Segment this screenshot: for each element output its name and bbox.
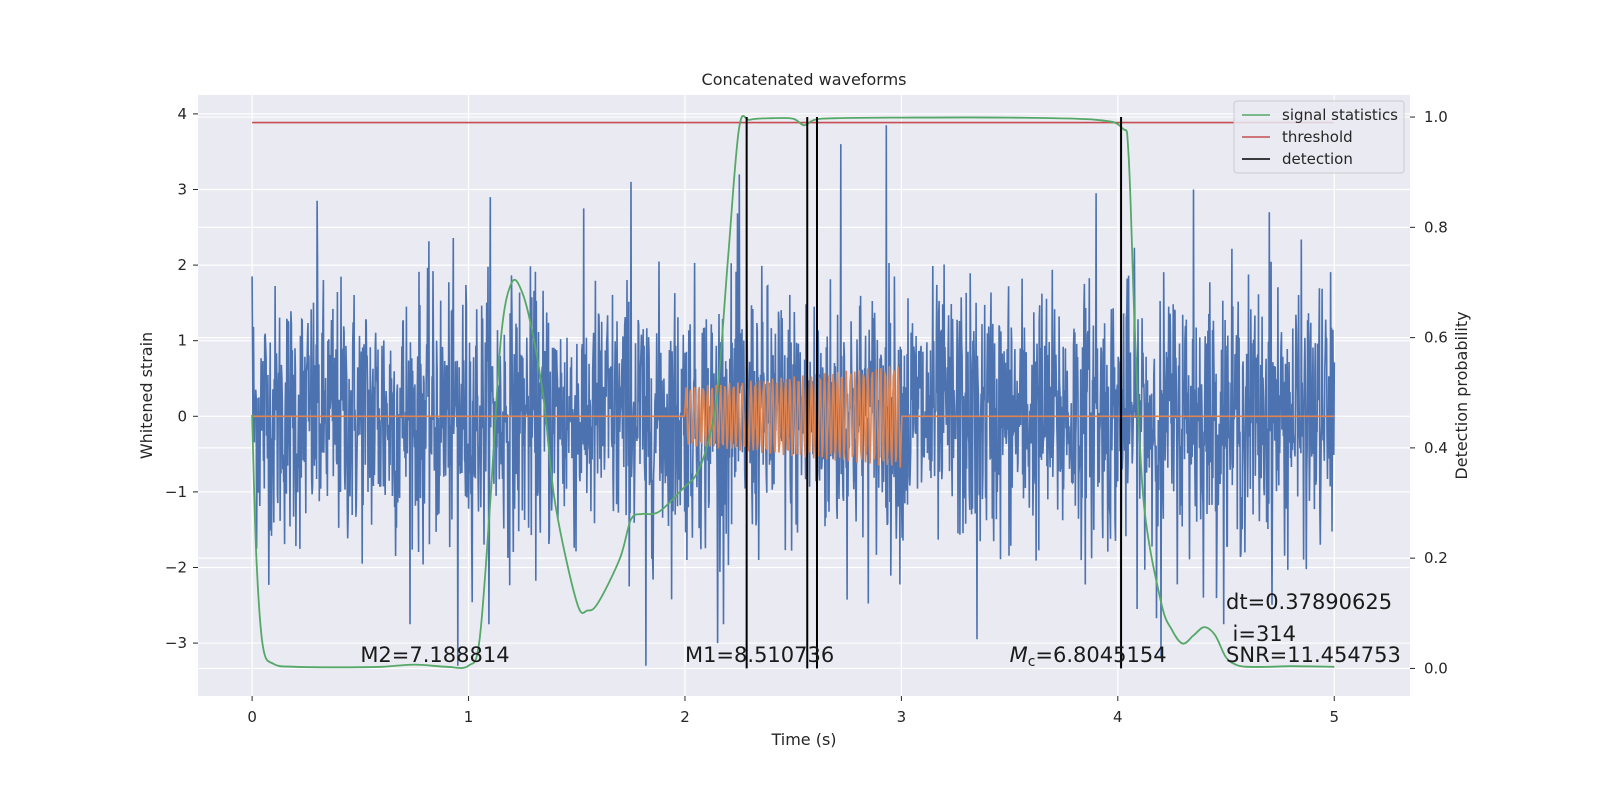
legend-label-signal-statistics: signal statistics (1282, 106, 1398, 124)
annotations: M2=7.188814 M1=8.510736 Mc=6.8045154 dt=0.3… (360, 590, 1401, 670)
legend-label-detection: detection (1282, 150, 1353, 168)
y-tick-label: 1 (177, 332, 187, 350)
y2-tick-label: 0.0 (1424, 659, 1448, 677)
x-tick-label: 2 (680, 708, 690, 726)
signal-statistics-line (251, 115, 1335, 669)
y-tick-label: −2 (165, 558, 187, 576)
x-tick-label: 5 (1329, 708, 1339, 726)
signal-statistics-series (251, 115, 1335, 669)
detection-series (745, 117, 1123, 669)
y-tick-label: 0 (177, 407, 187, 425)
y-axis-ticks: −3 −2 −1 0 1 2 3 4 (165, 105, 198, 652)
annotation-m1: M1=8.510736 (685, 643, 834, 667)
x-axis-ticks: 0 1 2 3 4 5 (247, 696, 1339, 726)
annotation-idx: i=314 (1233, 622, 1297, 646)
y-tick-label: 4 (177, 105, 187, 123)
y2-tick-label: 1.0 (1424, 108, 1448, 126)
injected-trace (252, 366, 1335, 468)
y-axis-label: Whitened strain (137, 332, 156, 459)
x-tick-label: 1 (464, 708, 474, 726)
x-tick-label: 0 (247, 708, 257, 726)
y-tick-label: −3 (165, 634, 187, 652)
injected-waveform-series (252, 366, 1335, 468)
y2-tick-label: 0.4 (1424, 439, 1448, 457)
chart-title: Concatenated waveforms (702, 70, 907, 89)
legend: signal statistics threshold detection (1233, 100, 1405, 174)
annotation-snr: SNR=11.454753 (1226, 643, 1401, 667)
y-tick-label: −1 (165, 483, 187, 501)
annotation-mc: Mc=6.8045154 (1010, 643, 1167, 670)
x-tick-label: 3 (897, 708, 907, 726)
y2-tick-label: 0.2 (1424, 549, 1448, 567)
annotation-m2: M2=7.188814 (360, 643, 509, 667)
x-tick-label: 4 (1113, 708, 1123, 726)
y2-axis-label: Detection probability (1452, 311, 1471, 479)
x-axis-label: Time (s) (770, 730, 836, 749)
y2-tick-label: 0.6 (1424, 329, 1448, 347)
legend-label-threshold: threshold (1282, 128, 1353, 146)
annotation-dt: dt=0.37890625 (1226, 590, 1392, 614)
y2-tick-label: 0.8 (1424, 218, 1448, 236)
y2-axis-ticks: 0.0 0.2 0.4 0.6 0.8 1.0 (1410, 108, 1448, 677)
legend-box (1233, 100, 1405, 174)
y-tick-label: 3 (177, 180, 187, 198)
y-tick-label: 2 (177, 256, 187, 274)
